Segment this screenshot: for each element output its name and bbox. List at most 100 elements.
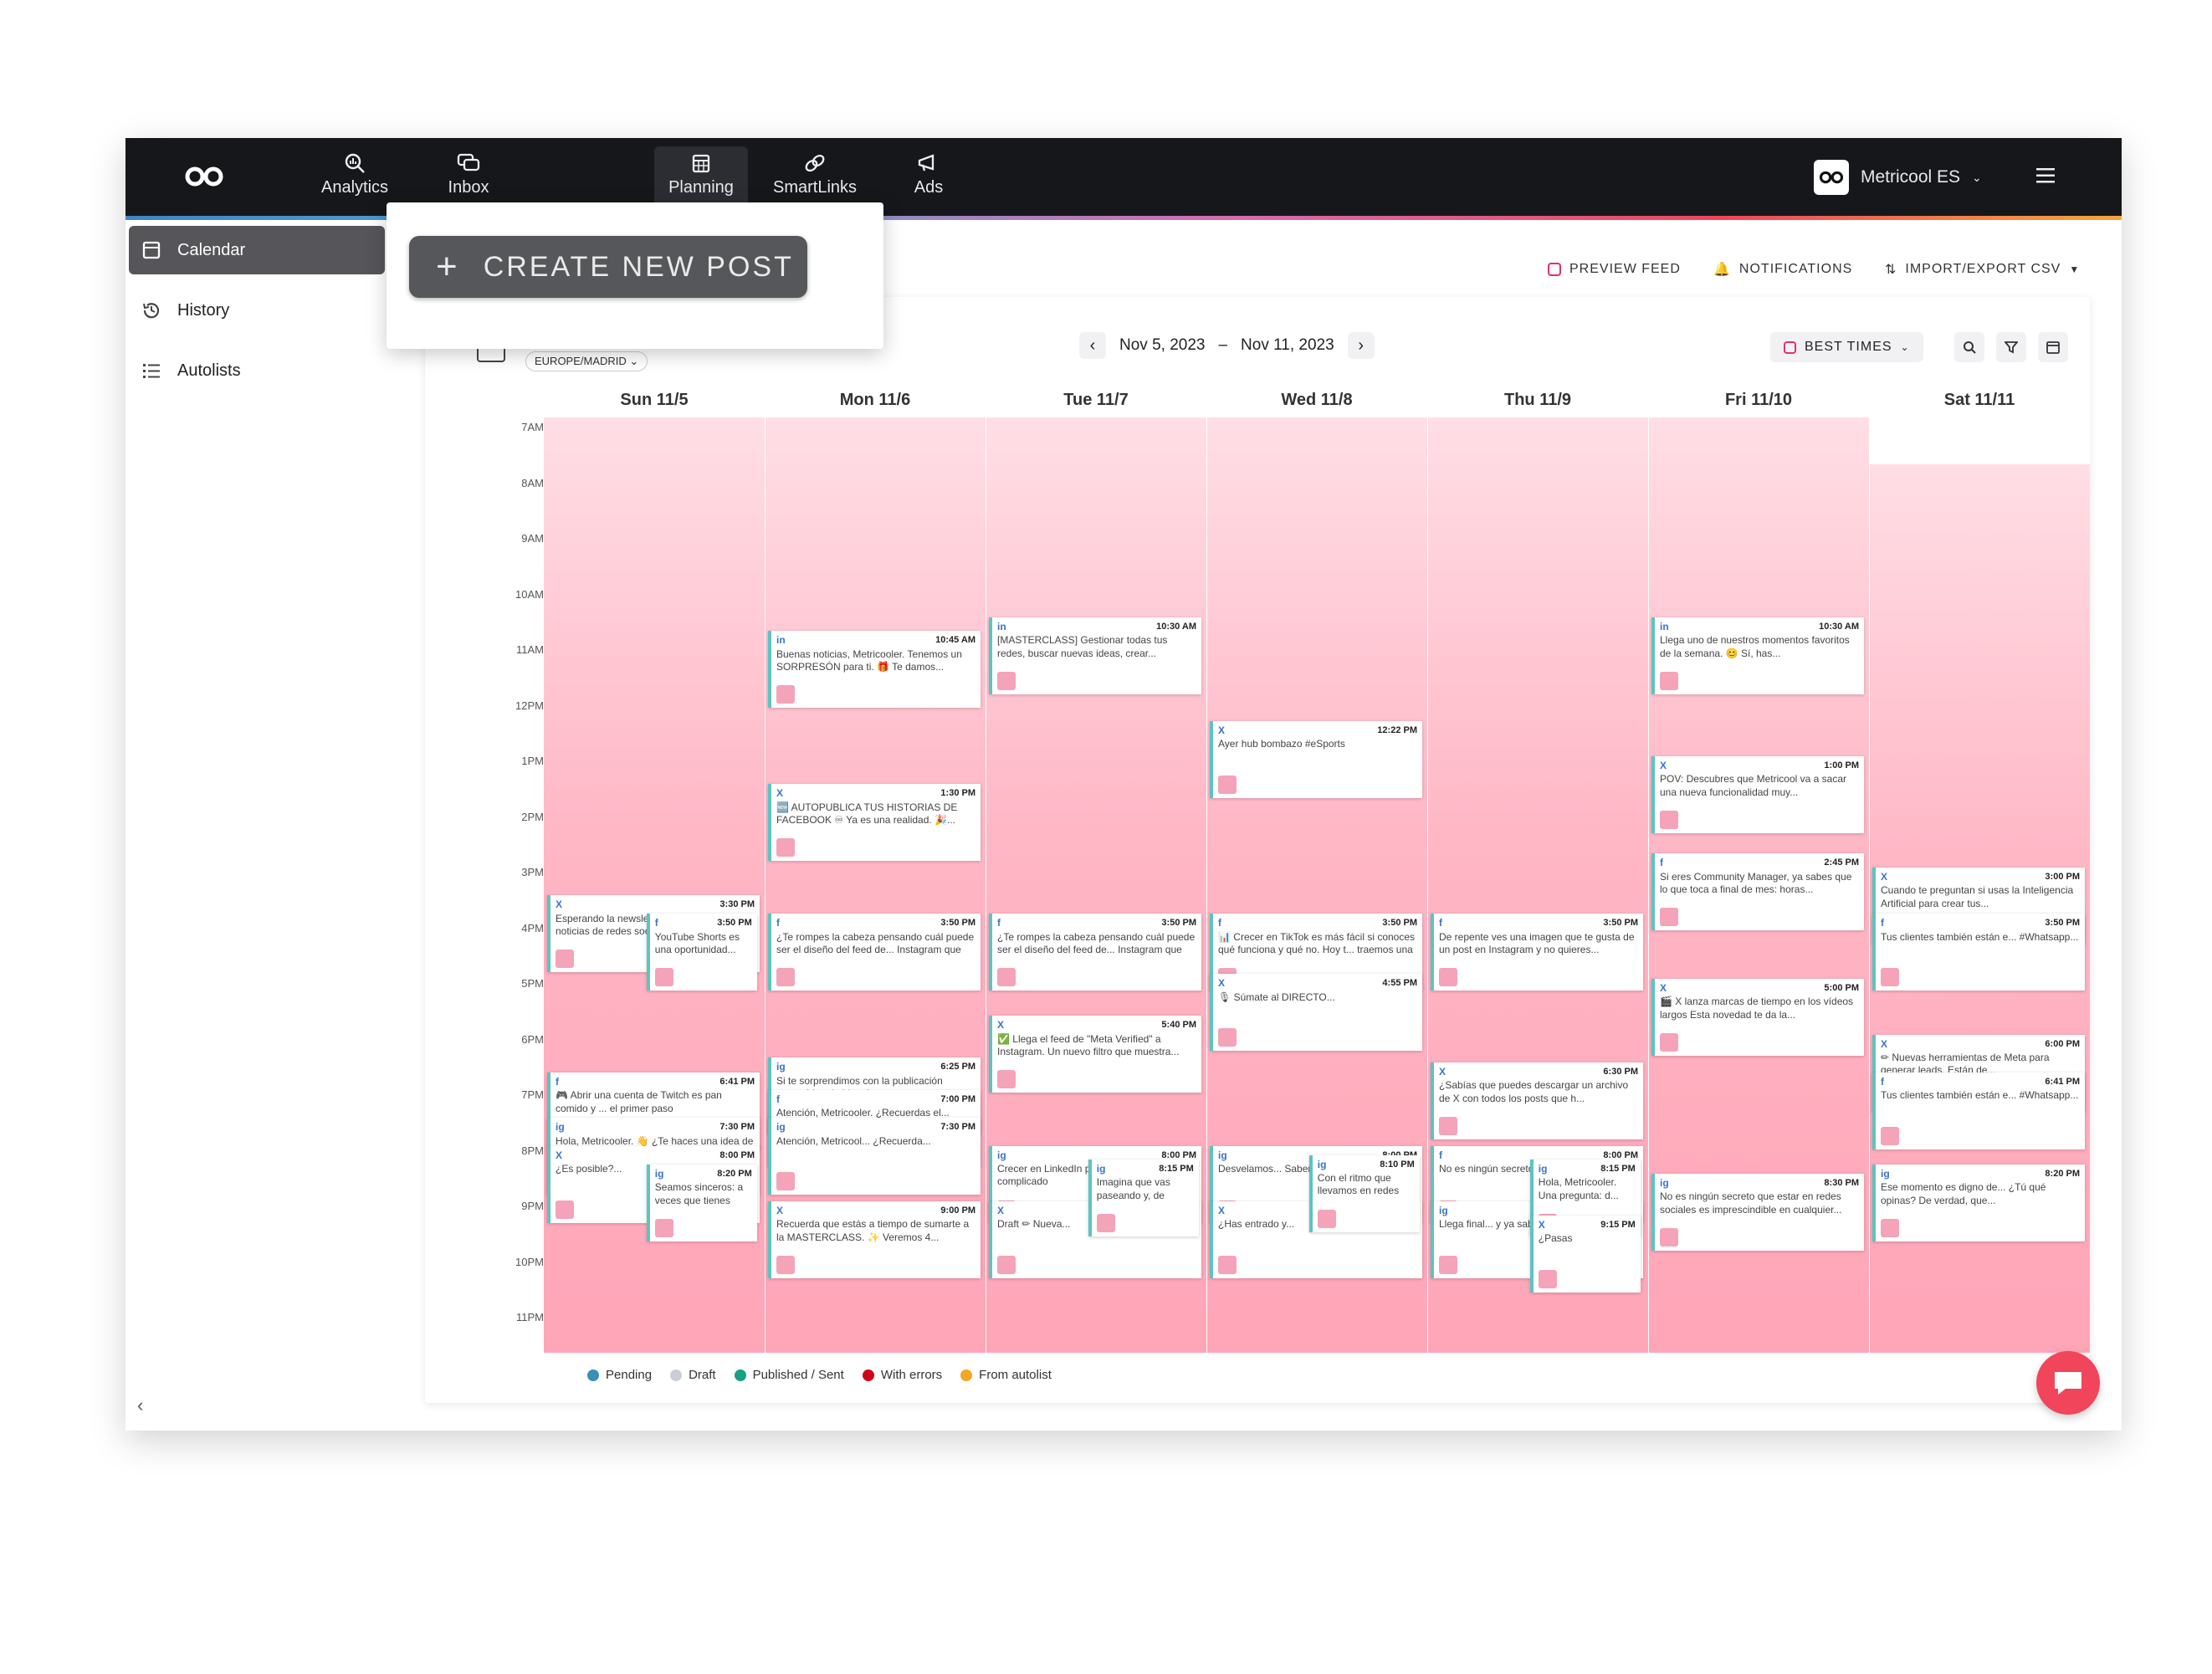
post-time: 3:50 PM — [940, 918, 975, 929]
nav-smartlinks[interactable]: SmartLinks — [768, 146, 862, 207]
post-card[interactable]: ig 7:30 PM Atención, Metricool... ¿Recuerd… — [768, 1118, 981, 1195]
next-week-button[interactable]: › — [1347, 332, 1375, 359]
list-icon — [143, 364, 160, 378]
post-card[interactable]: f 3:50 PM De repente ves una imagen que te… — [1431, 914, 1643, 991]
chat-button[interactable] — [2036, 1351, 2100, 1415]
day-column[interactable] — [765, 417, 986, 1353]
post-text: ¿Es posible?... — [556, 1162, 622, 1175]
app-window: Analytics Inbox Planning SmartLinks Ads … — [125, 138, 2122, 1431]
hour-label: 10PM — [515, 1255, 544, 1268]
post-card[interactable]: X 1:30 PM 🆕 AUTOPUBLICA TUS HISTORIAS DE F… — [768, 784, 981, 862]
network-icon: X — [997, 1019, 1005, 1032]
post-time: 3:50 PM — [1161, 918, 1196, 929]
filter-button[interactable] — [1996, 332, 2026, 362]
hour-label: 7AM — [521, 421, 544, 433]
plus-icon: + — [436, 246, 460, 287]
media-thumbnail — [1439, 1116, 1457, 1135]
post-card[interactable]: X 5:40 PM ✅ Llega el feed de "Meta Verifie… — [989, 1016, 1201, 1093]
post-card[interactable]: X 6:30 PM ¿Sabías que puedes descargar un … — [1431, 1062, 1643, 1139]
prev-week-button[interactable]: ‹ — [1079, 332, 1106, 359]
post-card[interactable]: ig 8:15 PM Imagina que vas paseando y, de … — [1088, 1160, 1199, 1237]
chevron-down-icon: ▼ — [2069, 264, 2081, 275]
media-thumbnail — [1439, 968, 1457, 987]
post-card[interactable]: ig 8:20 PM Ese momento es digno de... ¿Tú … — [1872, 1164, 2085, 1241]
post-card[interactable]: X 9:00 PM Recuerda que estás a tiempo de s… — [768, 1201, 981, 1278]
import-export-icon: ⇅ — [1885, 263, 1897, 277]
post-card[interactable]: X 1:00 PM POV: Descubres que Metricool va … — [1651, 756, 1864, 833]
post-card[interactable]: f 3:50 PM YouTube Shorts es una oportunida… — [646, 914, 757, 991]
media-thumbnail — [1538, 1269, 1557, 1288]
metricool-logo[interactable] — [184, 165, 224, 188]
nav-ads[interactable]: Ads — [882, 146, 975, 207]
timezone-select[interactable]: EUROPE/MADRID ⌄ — [525, 351, 648, 371]
post-card[interactable]: f 6:41 PM Tus clientes también están e... … — [1872, 1072, 2085, 1149]
post-text: 📊 Crecer en TikTok es más fácil si conoc… — [1218, 930, 1416, 958]
post-card[interactable]: X 12:22 PM Ayer hub bombazo #eSports — [1210, 720, 1422, 798]
menu-icon[interactable] — [2036, 168, 2055, 183]
post-card[interactable]: f 3:50 PM Tus clientes también están e... … — [1872, 914, 2085, 991]
day-header[interactable]: Thu 11/9 — [1503, 391, 1572, 409]
calendar-picker-button[interactable] — [2038, 332, 2068, 362]
network-icon: f — [1439, 917, 1442, 929]
post-card[interactable]: ig 8:20 PM Seamos sinceros: a veces que ti… — [646, 1164, 757, 1241]
account-switcher[interactable]: Metricool ES ⌄ — [1814, 160, 1982, 195]
legend-label: From autolist — [979, 1368, 1052, 1382]
media-thumbnail — [997, 1070, 1016, 1089]
day-header[interactable]: Sat 11/11 — [1943, 391, 2015, 409]
search-button[interactable] — [1954, 332, 1984, 362]
post-time: 5:40 PM — [1161, 1020, 1196, 1031]
post-card[interactable]: ig 8:10 PM Con el ritmo que llevamos en re… — [1308, 1154, 1420, 1232]
chevron-down-icon: ⌄ — [1900, 341, 1910, 353]
day-header[interactable]: Mon 11/6 — [839, 391, 911, 409]
link-icon — [805, 154, 825, 172]
notifications-button[interactable]: 🔔 NOTIFICATIONS — [1713, 255, 1852, 284]
post-time: 8:00 PM — [1161, 1149, 1196, 1160]
network-icon: ig — [1538, 1163, 1548, 1175]
import-export-button[interactable]: ⇅ IMPORT/EXPORT CSV ▼ — [1885, 255, 2080, 284]
sidebar-item-calendar[interactable]: Calendar — [129, 226, 385, 274]
post-text: ¿Pasas — [1538, 1231, 1573, 1244]
post-card[interactable]: f 3:50 PM ¿Te rompes la cabeza pensando cu… — [989, 914, 1201, 991]
preview-feed-button[interactable]: PREVIEW FEED — [1548, 255, 1681, 284]
day-header[interactable]: Sun 11/5 — [620, 391, 689, 409]
media-thumbnail — [776, 1172, 795, 1191]
nav-planning[interactable]: Planning — [654, 146, 748, 207]
post-time: 8:15 PM — [1159, 1164, 1194, 1175]
post-text: Atención, Metricool... ¿Recuerda... — [776, 1134, 931, 1147]
network-icon: X — [1218, 1205, 1226, 1216]
nav-inbox[interactable]: Inbox — [422, 146, 515, 207]
post-card[interactable]: f 2:45 PM Si eres Community Manager, ya sa… — [1651, 853, 1864, 931]
inbox-icon — [457, 153, 480, 171]
hour-label: 6PM — [521, 1032, 544, 1046]
post-card[interactable]: ig 8:30 PM No es ningún secreto que estar … — [1651, 1173, 1864, 1251]
day-header[interactable]: Tue 11/7 — [1063, 391, 1129, 409]
post-card[interactable]: f 3:50 PM ¿Te rompes la cabeza pensando cu… — [768, 914, 981, 991]
instagram-icon — [1784, 340, 1796, 354]
best-times-button[interactable]: BEST TIMES ⌄ — [1770, 332, 1923, 362]
post-card[interactable]: in 10:45 AM Buenas noticias, Metricooler. … — [768, 631, 981, 709]
day-header[interactable]: Fri 11/10 — [1724, 391, 1793, 409]
post-card[interactable]: X 5:00 PM 🎬 X lanza marcas de tiempo en lo… — [1651, 979, 1864, 1056]
collapse-sidebar-icon[interactable]: ‹ — [137, 1395, 144, 1415]
nav-analytics[interactable]: Analytics — [308, 146, 402, 207]
day-header[interactable]: Wed 11/8 — [1281, 391, 1353, 409]
network-icon: ig — [1218, 1149, 1227, 1161]
media-thumbnail — [654, 968, 673, 987]
sidebar-item-autolists[interactable]: Autolists — [129, 346, 385, 395]
post-text: Recuerda que estás a tiempo de sumarte a… — [776, 1218, 970, 1243]
post-card[interactable]: in 10:30 AM Llega uno de nuestros momentos… — [1651, 617, 1864, 694]
post-time: 1:00 PM — [1824, 760, 1859, 770]
network-icon: X — [1660, 982, 1667, 994]
sidebar-item-history[interactable]: History — [129, 286, 385, 335]
legend-item: Published / Sent — [734, 1368, 844, 1382]
post-text: Llega uno de nuestros momentos favoritos… — [1660, 634, 1850, 659]
hour-label: 8AM — [521, 476, 544, 489]
network-icon: ig — [776, 1061, 786, 1073]
calendar-view-icon[interactable] — [477, 337, 505, 362]
network-icon: X — [556, 1149, 563, 1161]
network-icon: X — [556, 898, 563, 911]
post-card[interactable]: in 10:30 AM [MASTERCLASS] Gestionar todas … — [989, 617, 1201, 694]
create-new-post-button[interactable]: + CREATE NEW POST — [409, 236, 807, 298]
post-card[interactable]: X 9:15 PM ¿Pasas — [1529, 1215, 1641, 1293]
post-card[interactable]: X 4:55 PM 🎙 Súmate al DIRECTO... — [1210, 974, 1422, 1052]
